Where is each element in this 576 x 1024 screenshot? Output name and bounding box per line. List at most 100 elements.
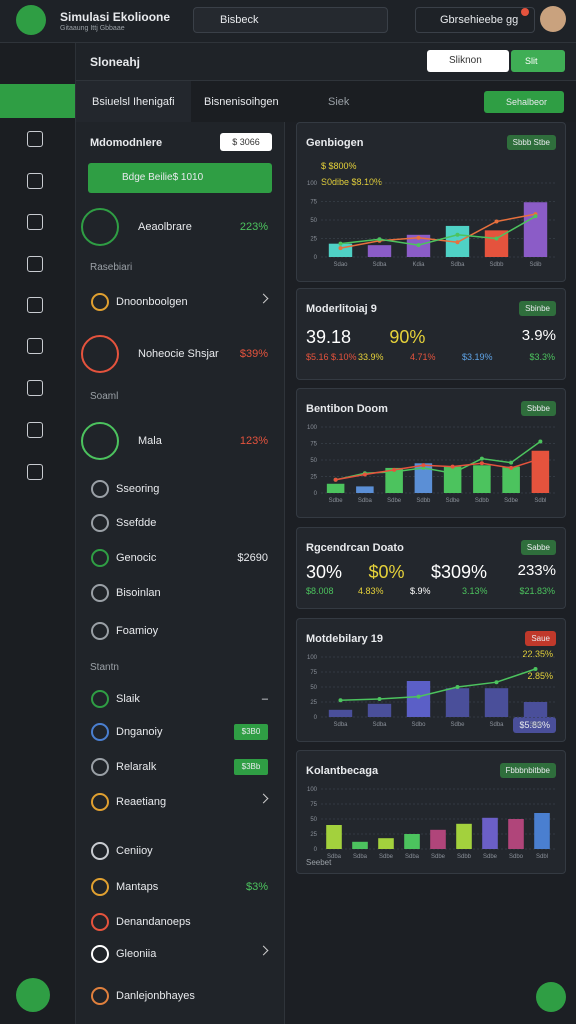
rail-icon[interactable] (27, 297, 43, 313)
section-label: Rasebiari (90, 262, 133, 273)
bar (385, 467, 403, 493)
item-label[interactable]: Noheocie Shsjar (138, 348, 219, 360)
stat-small: 4.71% (410, 352, 436, 362)
bar (445, 688, 470, 717)
tab-active[interactable] (76, 81, 191, 122)
stat-small: $3.3% (529, 352, 555, 362)
y-tick-label: 50 (310, 458, 317, 464)
line-point (338, 246, 343, 251)
y-tick-label: 75 (310, 670, 317, 676)
stat-small: $21.83% (519, 586, 555, 596)
section-label: Stantn (90, 662, 119, 673)
tab[interactable]: Bisnenisoihgen (204, 96, 279, 108)
item-label[interactable]: Ceniioy (116, 845, 153, 857)
item-label[interactable]: Dnoonboolgen (116, 296, 188, 308)
y-tick-label: 75 (310, 442, 317, 448)
rail-icon[interactable] (27, 214, 43, 230)
line-point (416, 243, 421, 248)
rail-icon[interactable] (27, 173, 43, 189)
x-tick-label: Sdba (353, 854, 368, 860)
rail-icon[interactable] (27, 464, 43, 480)
x-tick-label: Sdbe (446, 498, 461, 504)
item-label[interactable]: Aeaolbrare (138, 221, 192, 233)
bar (356, 486, 374, 493)
item-label[interactable]: Reaetiang (116, 796, 167, 808)
x-tick-label: Sdbb (457, 854, 472, 860)
rail-icon[interactable] (27, 422, 43, 438)
chart: 0 25 50 75 100 Sdbe Sdba Sdbe Sdbb Sdbe Sdbb Sdbe Sd… (307, 425, 555, 504)
x-tick-label: Sdbl (529, 722, 541, 728)
item-label[interactable]: Sseoring (116, 483, 160, 495)
item-label[interactable]: Ssefdde (116, 517, 157, 529)
y-tick-label: 50 (310, 218, 317, 224)
rail-icon[interactable] (27, 338, 43, 354)
avatar[interactable] (540, 6, 566, 32)
item-icon (91, 514, 109, 532)
card-title: Bentibon Doom (306, 403, 388, 415)
stat-value: $309% (431, 562, 488, 582)
item-icon (81, 208, 119, 246)
card-badge[interactable]: Fbbbnbitbbe (499, 763, 556, 778)
card: Genbiogen Sbbb Stbe $ $800% S0dibe $8.10% 0 2… (296, 122, 566, 282)
fab[interactable] (536, 982, 566, 1012)
toolbar-button[interactable]: Slit (511, 50, 565, 72)
item-label[interactable]: Relaralk (116, 761, 157, 773)
x-tick-label: Sdbe (387, 498, 402, 504)
bar (367, 245, 392, 257)
line-point (362, 472, 367, 477)
line-series (340, 668, 536, 701)
bar (406, 681, 431, 717)
stat-value: 90% (389, 327, 426, 347)
line-point (509, 460, 514, 465)
item-label[interactable]: Bisoinlan (116, 587, 161, 599)
line-point (455, 240, 460, 245)
promo-button[interactable]: Bdge Beilie$ 1010 (88, 163, 272, 193)
item-label[interactable]: Mala (138, 435, 162, 447)
legend-text: $ $800% (321, 161, 357, 171)
y-tick-label: 25 (310, 832, 317, 838)
item-icon (91, 878, 109, 896)
bar (404, 834, 420, 849)
rail-profile[interactable] (16, 978, 50, 1012)
x-tick-label: Sdbo (411, 722, 426, 728)
rail-active[interactable] (0, 84, 75, 118)
tab[interactable]: Siek (328, 96, 350, 108)
line-point (533, 214, 538, 219)
section-label: Soaml (90, 391, 119, 402)
item-label[interactable]: Mantaps (116, 881, 159, 893)
item-label[interactable]: Dnganoiy (116, 726, 163, 738)
legend-text: 22.35% (522, 649, 553, 659)
x-tick-label: Sdbe (450, 722, 465, 728)
search-box[interactable]: Bisbeck (193, 7, 388, 33)
item-label[interactable]: Denandanoeps (116, 916, 191, 928)
item-label[interactable]: Slaik (116, 693, 140, 705)
sidebar-badge[interactable]: $ 3066 (220, 133, 272, 151)
card-badge[interactable]: Sbbbe (520, 401, 556, 416)
rail-icon[interactable] (27, 380, 43, 396)
y-tick-label: 100 (307, 425, 318, 431)
x-tick-label: Sdbe (379, 854, 394, 860)
toolbar-title: Sloneahj (90, 55, 141, 69)
item-label[interactable]: Gleoniia (116, 948, 157, 960)
card-badge[interactable]: Sbbb Stbe (506, 135, 556, 150)
card-badge[interactable]: Sbinbe (519, 301, 556, 316)
item-label[interactable]: Foamioy (116, 625, 159, 637)
rail-icon[interactable] (27, 256, 43, 272)
item-label[interactable]: Genocic (116, 552, 157, 564)
icon-rail (0, 43, 76, 1024)
y-tick-label: 100 (307, 787, 318, 793)
item-label[interactable]: Danlejonbhayes (116, 990, 195, 1002)
card-badge[interactable]: Saue (525, 631, 556, 646)
account-menu[interactable]: Gbrsehieebe gg (415, 7, 535, 33)
rail-icon[interactable] (27, 131, 43, 147)
tab[interactable]: Bsiuelsl Ihenigafi (92, 96, 175, 108)
line-point (338, 698, 343, 703)
line-point (538, 456, 543, 461)
card-badge[interactable]: Sabbe (520, 540, 556, 555)
tab-button[interactable]: Sehalbeor (484, 91, 564, 113)
toolbar-search[interactable]: Sliknon (427, 50, 509, 72)
x-tick-label: Sdbe (483, 854, 498, 860)
bar (414, 463, 433, 493)
x-tick-label: Sdbl (534, 498, 546, 504)
